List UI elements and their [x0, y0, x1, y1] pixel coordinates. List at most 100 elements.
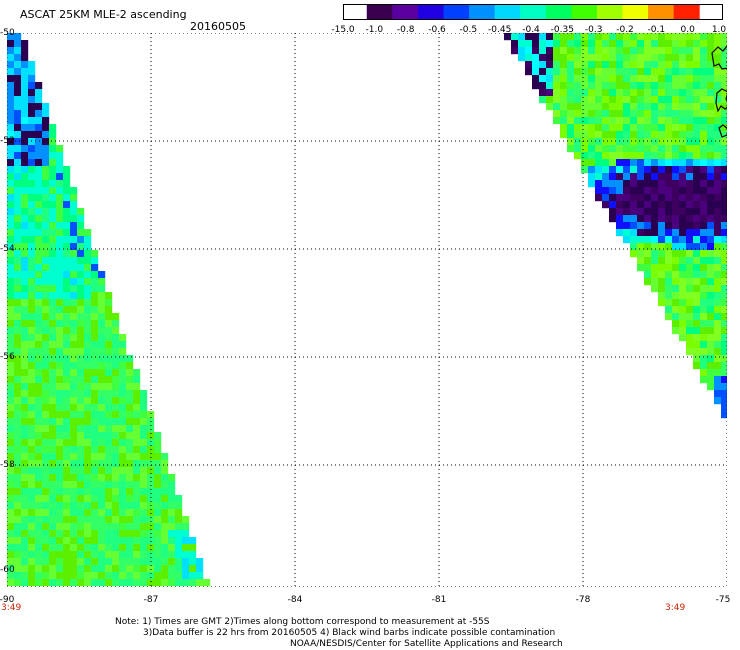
data-cell — [651, 103, 659, 111]
data-cell — [7, 264, 15, 272]
data-cell — [42, 327, 50, 335]
data-cell — [105, 544, 113, 552]
data-cell — [567, 145, 575, 153]
data-cell — [77, 425, 85, 433]
data-cell — [679, 180, 687, 188]
data-cell — [49, 558, 57, 566]
data-cell — [700, 264, 708, 272]
data-cell — [98, 432, 106, 440]
data-cell — [707, 173, 715, 181]
data-cell — [665, 215, 673, 223]
data-cell — [49, 579, 57, 587]
data-cell — [14, 355, 22, 363]
data-cell — [84, 523, 92, 531]
data-cell — [560, 54, 568, 62]
data-cell — [721, 131, 727, 139]
data-cell — [644, 68, 652, 76]
data-cell — [623, 145, 631, 153]
data-cell — [56, 404, 64, 412]
data-cell — [56, 572, 64, 580]
data-cell — [588, 152, 596, 160]
data-cell — [28, 376, 36, 384]
data-cell — [28, 523, 36, 531]
data-cell — [133, 411, 141, 419]
data-cell — [686, 159, 694, 167]
data-cell — [658, 33, 666, 41]
data-cell — [532, 40, 540, 48]
data-cell — [154, 488, 162, 496]
data-cell — [63, 187, 71, 195]
data-cell — [91, 537, 99, 545]
data-cell — [140, 460, 148, 468]
data-cell — [42, 180, 50, 188]
data-cell — [637, 208, 645, 216]
coastline — [711, 45, 727, 138]
data-cell — [721, 166, 727, 174]
data-cell — [119, 432, 127, 440]
colorbar-swatch — [494, 5, 521, 19]
data-cell — [56, 509, 64, 517]
data-cell — [28, 334, 36, 342]
data-cell — [686, 250, 694, 258]
data-cell — [175, 579, 183, 587]
colorbar-swatch — [622, 5, 649, 19]
data-cell — [35, 194, 43, 202]
data-cell — [49, 516, 57, 524]
latitude-label: -60 — [0, 565, 15, 575]
data-cell — [574, 124, 582, 132]
data-cell — [21, 488, 29, 496]
data-cell — [21, 565, 29, 573]
data-cell — [686, 201, 694, 209]
data-cell — [686, 145, 694, 153]
data-cell — [679, 138, 687, 146]
data-cell — [644, 215, 652, 223]
data-cell — [49, 369, 57, 377]
data-cell — [98, 509, 106, 517]
pass-time-right: 3:49 — [665, 603, 686, 613]
data-cell — [623, 82, 631, 90]
data-cell — [581, 110, 589, 118]
data-cell — [609, 124, 617, 132]
data-cell — [658, 222, 666, 230]
data-cell — [77, 418, 85, 426]
data-cell — [665, 47, 673, 55]
data-cell — [7, 390, 15, 398]
data-cell — [567, 117, 575, 125]
data-cell — [21, 306, 29, 314]
data-cell — [721, 404, 727, 412]
data-cell — [154, 558, 162, 566]
data-cell — [693, 194, 701, 202]
data-cell — [679, 320, 687, 328]
colorbar-swatch — [417, 5, 444, 19]
data-cell — [105, 446, 113, 454]
data-cell — [56, 313, 64, 321]
data-cell — [7, 306, 15, 314]
data-cell — [91, 257, 99, 265]
data-cell — [28, 285, 36, 293]
data-cell — [63, 439, 71, 447]
data-cell — [511, 33, 519, 41]
data-cell — [112, 537, 120, 545]
data-cell — [133, 439, 141, 447]
data-cell — [707, 327, 715, 335]
data-cell — [679, 285, 687, 293]
data-cell — [672, 152, 680, 160]
data-cell — [105, 467, 113, 475]
data-cell — [21, 579, 29, 587]
data-cell — [686, 334, 694, 342]
data-cell — [112, 579, 120, 587]
data-cell — [70, 194, 78, 202]
data-cell — [56, 250, 64, 258]
data-cell — [98, 320, 106, 328]
data-cell — [553, 68, 561, 76]
data-cell — [721, 152, 727, 160]
data-cell — [28, 432, 36, 440]
data-cell — [707, 348, 715, 356]
data-cell — [84, 439, 92, 447]
data-cell — [616, 131, 624, 139]
data-cell — [56, 201, 64, 209]
data-cell — [28, 474, 36, 482]
data-cell — [567, 68, 575, 76]
data-cell — [7, 229, 15, 237]
data-cell — [35, 481, 43, 489]
